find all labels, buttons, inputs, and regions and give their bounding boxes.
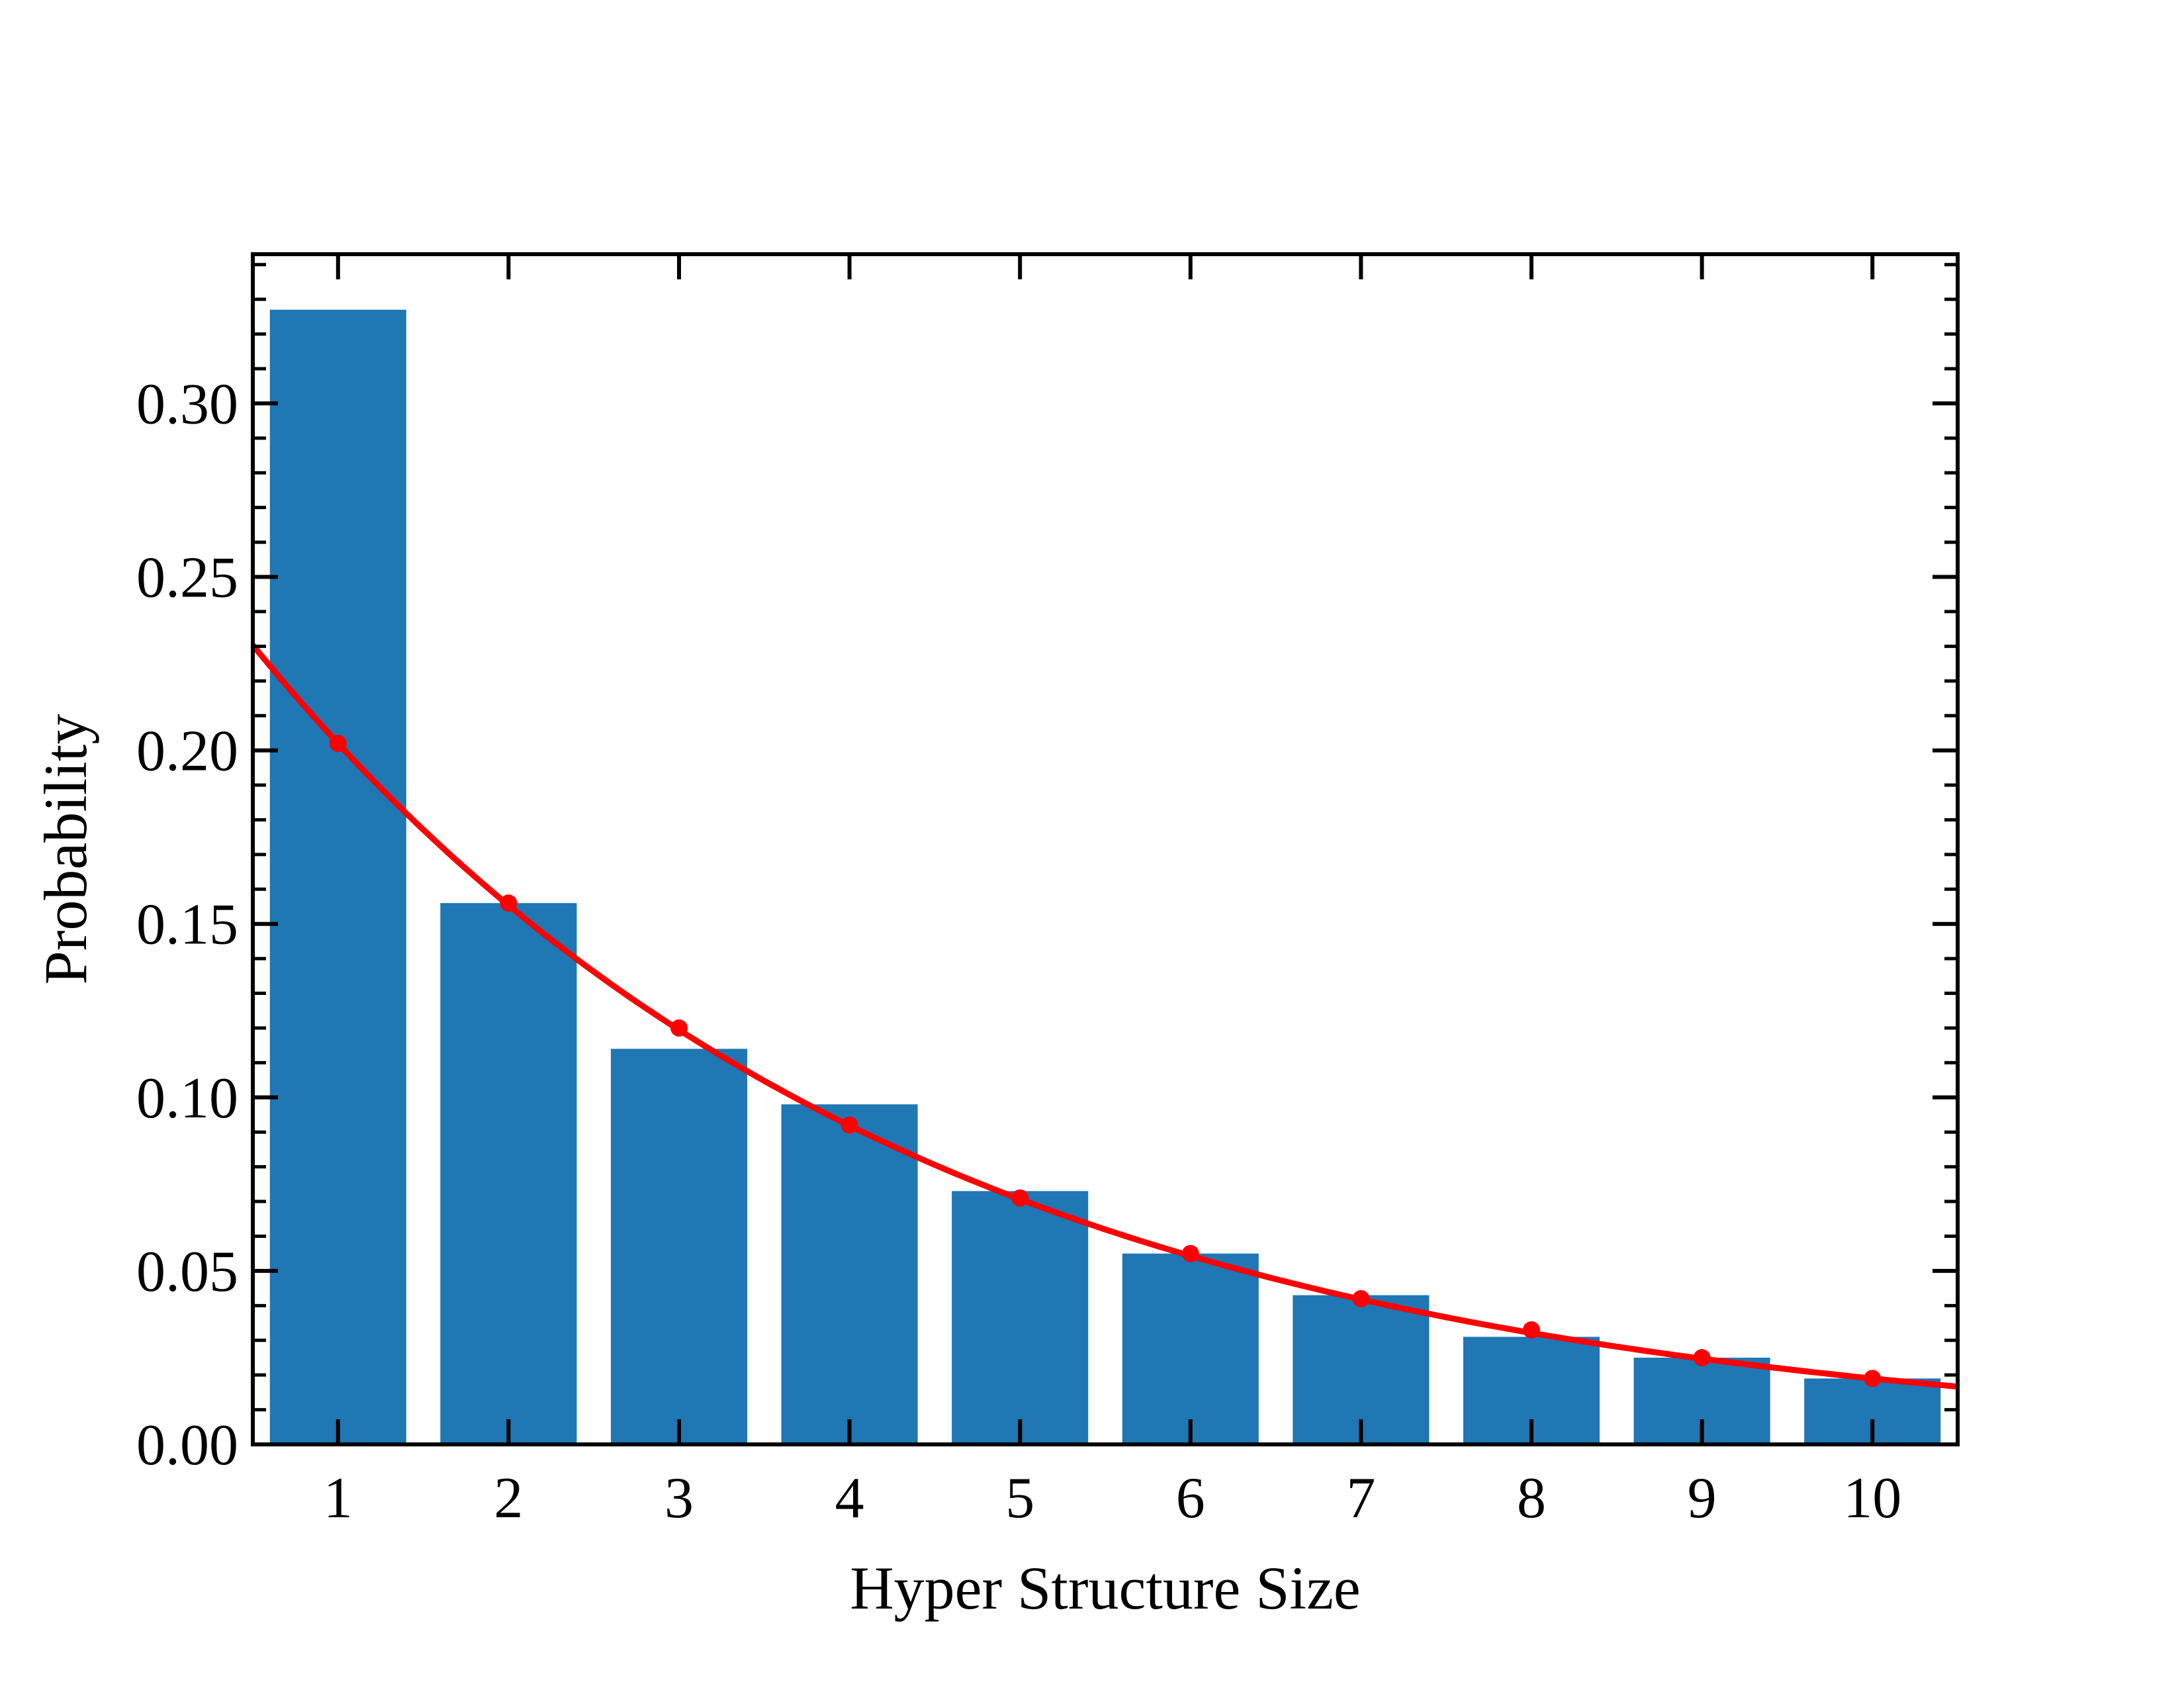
y-tick-label: 0.20: [136, 720, 238, 784]
y-tick-label: 0.05: [136, 1240, 238, 1304]
x-tick-label: 9: [1688, 1466, 1717, 1530]
x-tick-labels: 1 2 3 4 5 6 7 8 9 10: [324, 1466, 1901, 1530]
fit-point-6: [1181, 1244, 1199, 1262]
bar-series: [269, 309, 1941, 1445]
y-axis-label: Probability: [32, 714, 99, 985]
bar-4: [781, 1104, 918, 1444]
bar-5: [952, 1191, 1089, 1444]
x-axis-label: Hyper Structure Size: [850, 1554, 1361, 1622]
y-tick-label: 0.10: [136, 1066, 238, 1131]
bar-1: [269, 309, 406, 1445]
fit-point-3: [670, 1019, 688, 1037]
ticks: [253, 254, 1958, 1446]
y-tick-label: 0.25: [136, 546, 238, 610]
bar-3: [610, 1049, 748, 1444]
fit-curve: [250, 643, 1958, 1390]
y-tick-label: 0.30: [136, 372, 238, 436]
y-tick-label: 0.15: [136, 893, 238, 957]
fit-point-7: [1352, 1289, 1370, 1307]
fit-point-10: [1864, 1370, 1882, 1387]
fit-point-2: [500, 894, 518, 912]
y-tick-labels: 0.00 0.05 0.10 0.15 0.20 0.25 0.30: [136, 372, 238, 1477]
y-tick-label: 0.00: [136, 1413, 238, 1477]
fit-point-9: [1693, 1348, 1711, 1366]
x-tick-label: 5: [1005, 1466, 1034, 1530]
line-series: [250, 643, 1958, 1390]
bar-2: [440, 903, 577, 1444]
x-tick-label: 8: [1517, 1466, 1546, 1530]
x-tick-label: 4: [835, 1466, 864, 1530]
x-tick-label: 10: [1843, 1466, 1901, 1530]
bar-6: [1122, 1253, 1259, 1444]
fit-point-1: [329, 735, 347, 753]
fit-point-5: [1011, 1189, 1029, 1207]
x-tick-label: 1: [324, 1466, 353, 1530]
x-tick-label: 2: [494, 1466, 523, 1530]
x-tick-label: 7: [1346, 1466, 1375, 1530]
plot-frame: [251, 252, 1960, 1446]
fit-point-8: [1523, 1321, 1540, 1339]
fit-point-4: [841, 1116, 858, 1134]
x-tick-label: 6: [1176, 1466, 1205, 1530]
x-tick-label: 3: [664, 1466, 694, 1530]
